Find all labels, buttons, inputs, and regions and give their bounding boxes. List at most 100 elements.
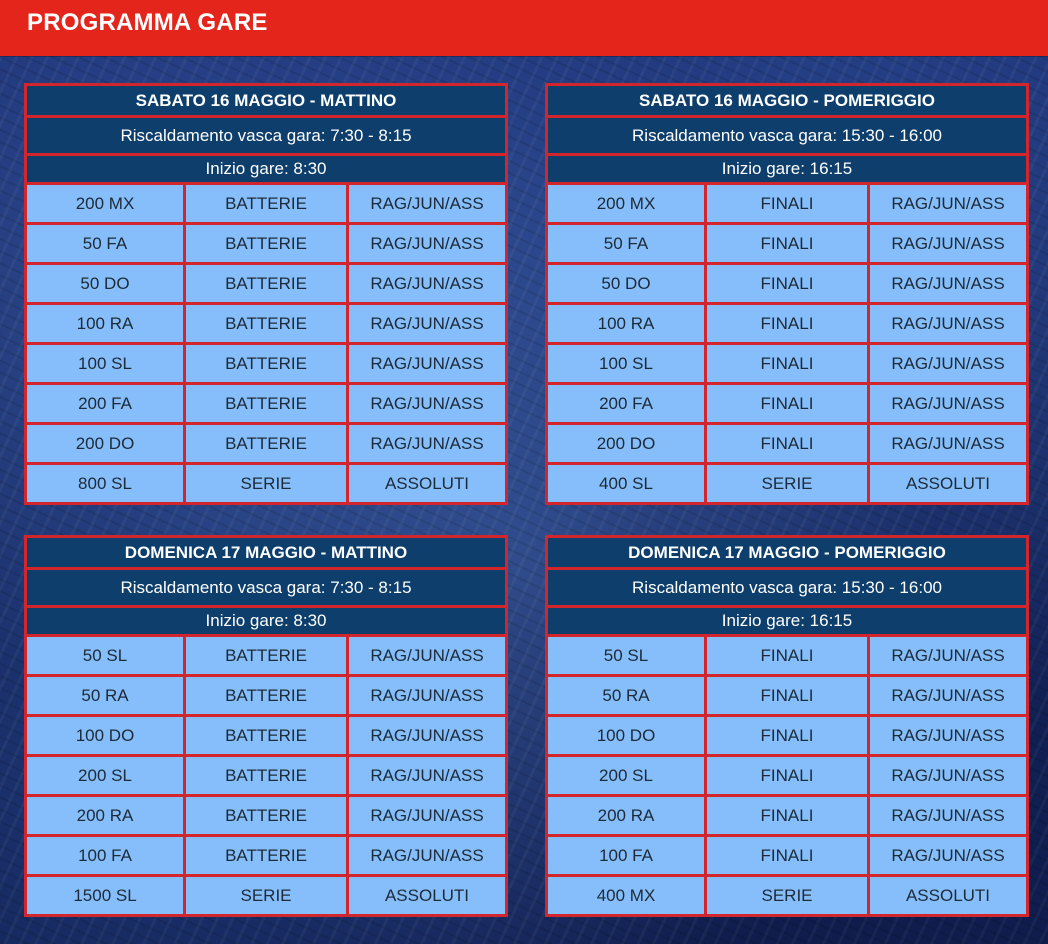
session-panel-saturday-afternoon: SABATO 16 MAGGIO - POMERIGGIO Riscaldame… <box>545 83 1029 505</box>
event-row: 200 FA BATTERIE RAG/JUN/ASS <box>27 385 505 422</box>
category-cell: RAG/JUN/ASS <box>349 425 505 462</box>
race-cell: 50 DO <box>548 265 704 302</box>
race-cell: 200 MX <box>27 185 183 222</box>
phase-cell: BATTERIE <box>186 305 346 342</box>
category-cell: ASSOLUTI <box>349 877 505 914</box>
warmup-time: Riscaldamento vasca gara: 15:30 - 16:00 <box>548 570 1026 605</box>
phase-cell: BATTERIE <box>186 185 346 222</box>
event-row: 50 SL FINALI RAG/JUN/ASS <box>548 637 1026 674</box>
phase-cell: BATTERIE <box>186 345 346 382</box>
race-cell: 200 RA <box>27 797 183 834</box>
phase-cell: BATTERIE <box>186 225 346 262</box>
phase-cell: FINALI <box>707 425 867 462</box>
phase-cell: FINALI <box>707 265 867 302</box>
events-table: 50 SL BATTERIE RAG/JUN/ASS 50 RA BATTERIE RA… <box>27 637 505 914</box>
race-cell: 200 MX <box>548 185 704 222</box>
event-row: 200 DO BATTERIE RAG/JUN/ASS <box>27 425 505 462</box>
events-table: 200 MX BATTERIE RAG/JUN/ASS 50 FA BATTERIE R… <box>27 185 505 502</box>
phase-cell: BATTERIE <box>186 265 346 302</box>
race-cell: 50 RA <box>548 677 704 714</box>
category-cell: RAG/JUN/ASS <box>349 225 505 262</box>
warmup-time: Riscaldamento vasca gara: 15:30 - 16:00 <box>548 118 1026 153</box>
category-cell: RAG/JUN/ASS <box>349 837 505 874</box>
race-cell: 100 DO <box>548 717 704 754</box>
event-row: 400 SL SERIE ASSOLUTI <box>548 465 1026 502</box>
category-cell: RAG/JUN/ASS <box>870 385 1026 422</box>
category-cell: ASSOLUTI <box>870 465 1026 502</box>
category-cell: ASSOLUTI <box>349 465 505 502</box>
event-row: 50 RA BATTERIE RAG/JUN/ASS <box>27 677 505 714</box>
phase-cell: FINALI <box>707 717 867 754</box>
phase-cell: BATTERIE <box>186 837 346 874</box>
event-row: 200 SL BATTERIE RAG/JUN/ASS <box>27 757 505 794</box>
session-panel-sunday-morning: DOMENICA 17 MAGGIO - MATTINO Riscaldamen… <box>24 535 508 917</box>
event-row: 400 MX SERIE ASSOLUTI <box>548 877 1026 914</box>
category-cell: RAG/JUN/ASS <box>870 225 1026 262</box>
event-row: 50 DO FINALI RAG/JUN/ASS <box>548 265 1026 302</box>
race-cell: 100 SL <box>27 345 183 382</box>
phase-cell: FINALI <box>707 345 867 382</box>
phase-cell: BATTERIE <box>186 717 346 754</box>
phase-cell: SERIE <box>707 465 867 502</box>
race-cell: 100 FA <box>27 837 183 874</box>
start-time: Inizio gare: 8:30 <box>27 608 505 634</box>
category-cell: ASSOLUTI <box>870 877 1026 914</box>
phase-cell: BATTERIE <box>186 677 346 714</box>
category-cell: RAG/JUN/ASS <box>349 385 505 422</box>
race-cell: 100 RA <box>548 305 704 342</box>
warmup-time: Riscaldamento vasca gara: 7:30 - 8:15 <box>27 570 505 605</box>
phase-cell: SERIE <box>186 465 346 502</box>
event-row: 200 RA FINALI RAG/JUN/ASS <box>548 797 1026 834</box>
category-cell: RAG/JUN/ASS <box>870 425 1026 462</box>
phase-cell: BATTERIE <box>186 797 346 834</box>
phase-cell: BATTERIE <box>186 385 346 422</box>
category-cell: RAG/JUN/ASS <box>870 717 1026 754</box>
event-row: 50 FA FINALI RAG/JUN/ASS <box>548 225 1026 262</box>
category-cell: RAG/JUN/ASS <box>349 677 505 714</box>
race-cell: 200 DO <box>27 425 183 462</box>
session-title: SABATO 16 MAGGIO - POMERIGGIO <box>548 86 1026 115</box>
race-cell: 200 FA <box>548 385 704 422</box>
race-cell: 200 DO <box>548 425 704 462</box>
event-row: 200 DO FINALI RAG/JUN/ASS <box>548 425 1026 462</box>
event-row: 200 MX FINALI RAG/JUN/ASS <box>548 185 1026 222</box>
event-row: 50 RA FINALI RAG/JUN/ASS <box>548 677 1026 714</box>
start-time: Inizio gare: 16:15 <box>548 608 1026 634</box>
start-time: Inizio gare: 16:15 <box>548 156 1026 182</box>
event-row: 100 RA FINALI RAG/JUN/ASS <box>548 305 1026 342</box>
session-title: DOMENICA 17 MAGGIO - POMERIGGIO <box>548 538 1026 567</box>
race-cell: 400 MX <box>548 877 704 914</box>
race-cell: 400 SL <box>548 465 704 502</box>
events-table: 200 MX FINALI RAG/JUN/ASS 50 FA FINALI RAG/J… <box>548 185 1026 502</box>
event-row: 100 SL BATTERIE RAG/JUN/ASS <box>27 345 505 382</box>
phase-cell: BATTERIE <box>186 757 346 794</box>
event-row: 800 SL SERIE ASSOLUTI <box>27 465 505 502</box>
race-cell: 50 SL <box>548 637 704 674</box>
start-time: Inizio gare: 8:30 <box>27 156 505 182</box>
category-cell: RAG/JUN/ASS <box>349 305 505 342</box>
phase-cell: FINALI <box>707 185 867 222</box>
race-cell: 100 FA <box>548 837 704 874</box>
event-row: 100 RA BATTERIE RAG/JUN/ASS <box>27 305 505 342</box>
event-row: 100 FA FINALI RAG/JUN/ASS <box>548 837 1026 874</box>
phase-cell: BATTERIE <box>186 637 346 674</box>
category-cell: RAG/JUN/ASS <box>349 637 505 674</box>
session-title: SABATO 16 MAGGIO - MATTINO <box>27 86 505 115</box>
race-cell: 100 SL <box>548 345 704 382</box>
category-cell: RAG/JUN/ASS <box>349 185 505 222</box>
page-title: PROGRAMMA GARE <box>27 9 268 36</box>
phase-cell: FINALI <box>707 305 867 342</box>
category-cell: RAG/JUN/ASS <box>870 677 1026 714</box>
phase-cell: FINALI <box>707 757 867 794</box>
phase-cell: FINALI <box>707 837 867 874</box>
category-cell: RAG/JUN/ASS <box>870 837 1026 874</box>
phase-cell: FINALI <box>707 797 867 834</box>
event-row: 200 FA FINALI RAG/JUN/ASS <box>548 385 1026 422</box>
category-cell: RAG/JUN/ASS <box>870 757 1026 794</box>
race-cell: 800 SL <box>27 465 183 502</box>
event-row: 100 FA BATTERIE RAG/JUN/ASS <box>27 837 505 874</box>
phase-cell: BATTERIE <box>186 425 346 462</box>
phase-cell: FINALI <box>707 225 867 262</box>
warmup-time: Riscaldamento vasca gara: 7:30 - 8:15 <box>27 118 505 153</box>
event-row: 50 DO BATTERIE RAG/JUN/ASS <box>27 265 505 302</box>
